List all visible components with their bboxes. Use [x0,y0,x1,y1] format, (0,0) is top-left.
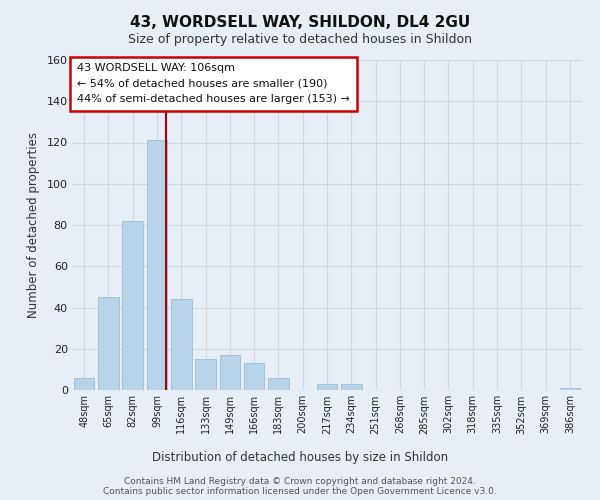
Text: Size of property relative to detached houses in Shildon: Size of property relative to detached ho… [128,32,472,46]
Bar [220,355,240,390]
Text: 43 WORDSELL WAY: 106sqm
← 54% of detached houses are smaller (190)
44% of semi-d: 43 WORDSELL WAY: 106sqm ← 54% of detache… [77,64,350,104]
Bar [244,363,265,390]
Bar [122,221,143,390]
Bar [268,378,289,390]
Bar [146,140,167,390]
Bar [171,299,191,390]
Text: 43, WORDSELL WAY, SHILDON, DL4 2GU: 43, WORDSELL WAY, SHILDON, DL4 2GU [130,15,470,30]
Text: Contains public sector information licensed under the Open Government Licence v3: Contains public sector information licen… [103,488,497,496]
Y-axis label: Number of detached properties: Number of detached properties [27,132,40,318]
Bar [98,297,119,390]
Bar [341,384,362,390]
Bar [74,378,94,390]
Text: Contains HM Land Registry data © Crown copyright and database right 2024.: Contains HM Land Registry data © Crown c… [124,476,476,486]
Bar [317,384,337,390]
Text: Distribution of detached houses by size in Shildon: Distribution of detached houses by size … [152,451,448,464]
Bar [195,359,216,390]
Bar [560,388,580,390]
